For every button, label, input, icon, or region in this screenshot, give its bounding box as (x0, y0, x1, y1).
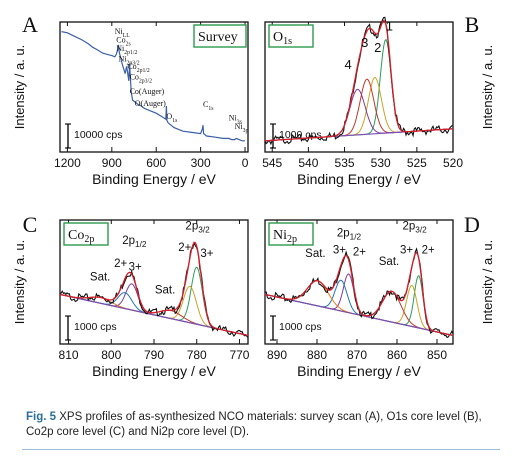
peak-label: 3+ (333, 244, 346, 256)
survey-spectrum (61, 31, 245, 142)
y-axis-label: Intensity / a. u. (12, 240, 27, 325)
x-tick-label: 780 (187, 348, 207, 362)
x-tick-label: 540 (298, 156, 318, 170)
panel-letter: D (464, 212, 480, 237)
plot-frame (264, 21, 454, 153)
peak-label: 3+ (400, 244, 413, 256)
x-tick-label: 525 (407, 156, 427, 170)
x-tick-label: 535 (335, 156, 355, 170)
peak-annotation: Ni2p3/2 (118, 55, 139, 67)
peak-annotation: O1s (166, 112, 178, 124)
panel-letter: A (22, 12, 38, 37)
panel-letter: B (465, 12, 480, 37)
panel-c-co2p: 810 800 790 780 770 Binding Energy / eV Intens… (12, 212, 250, 379)
peak-annotation: Ni2p1/2 (116, 44, 137, 56)
peak-label: Sat. (379, 256, 399, 268)
panel-a-survey: 1200 900 600 300 0 Binding Energy / eV Intensi… (12, 12, 249, 187)
peak-label: Sat. (305, 248, 325, 260)
caption-label: Fig. 5 (26, 411, 57, 423)
peak-label: 3 (361, 35, 368, 50)
peak-annotation: Co2s (116, 35, 131, 47)
peak-label: 3+ (200, 248, 213, 260)
plot-frame (59, 21, 249, 153)
title-box (63, 222, 109, 246)
baseline (264, 293, 454, 337)
caption-rule (22, 449, 500, 450)
peak-label: 2p1/2 (337, 227, 362, 241)
x-tick-label: 520 (443, 156, 463, 170)
x-tick-label: 870 (347, 348, 367, 362)
x-tick-label: 1200 (54, 156, 81, 170)
panel-title: Ni2p (273, 228, 297, 245)
peak-annotation: Ni3p (235, 122, 249, 134)
x-tick-label: 860 (387, 348, 407, 362)
peak-annotation: C1s (203, 100, 214, 112)
panel-title: O1s (273, 30, 292, 47)
x-tick-label: 790 (144, 348, 164, 362)
x-tick-label: 0 (242, 156, 249, 170)
figure-caption: Fig. 5 XPS profiles of as-synthesized NC… (26, 410, 496, 440)
peak-label: Sat. (155, 284, 175, 296)
x-tick-label: 880 (307, 348, 327, 362)
x-tick-label: 545 (262, 156, 282, 170)
scale-label: 1000 cps (279, 321, 322, 333)
panel-letter: C (23, 212, 38, 237)
y-axis-label: Intensity / a. u. (480, 240, 495, 325)
x-axis-label: Binding Energy / eV (92, 171, 216, 187)
fit-envelope (264, 19, 454, 142)
x-axis-label: Binding Energy / eV (92, 363, 216, 379)
peak-label: 2+ (422, 244, 435, 256)
peak-label: 1 (386, 18, 393, 33)
peak-label: 4 (345, 57, 352, 72)
peak-label: 2+ (114, 258, 127, 270)
raw-spectrum (59, 241, 249, 338)
x-tick-label: 770 (229, 348, 249, 362)
xps-figure: 1200 900 600 300 0 Binding Energy / eV Intensi… (12, 12, 495, 379)
title-box (268, 24, 314, 48)
peak-label: Sat. (90, 272, 110, 284)
fit-envelope (264, 251, 454, 337)
peak-annotation: Co2p3/2 (130, 73, 153, 85)
peak-label: 2+ (178, 242, 191, 254)
peak-label: 2p3/2 (402, 220, 427, 234)
peak-label: 2p3/2 (185, 220, 210, 234)
scale-label: 1000 cps (74, 321, 117, 333)
peak-annotation: Co2p1/2 (127, 62, 150, 74)
y-axis-label: Intensity / a. u. (480, 45, 495, 130)
x-tick-label: 530 (371, 156, 391, 170)
fit-envelope (59, 241, 249, 337)
x-tick-label: 900 (102, 156, 122, 170)
peak-annotation: NiLL (115, 27, 131, 39)
caption-text: XPS profiles of as-synthesized NCO mater… (26, 411, 482, 438)
panel-title: Survey (198, 30, 238, 45)
peak-annotation: Ni3s (229, 113, 243, 125)
x-tick-label: 810 (59, 348, 79, 362)
peak-annotation: Co(Auger) (130, 87, 165, 96)
title-box (193, 24, 247, 48)
title-box (268, 222, 314, 246)
x-tick-label: 890 (267, 348, 287, 362)
peak-label: 3+ (129, 261, 142, 273)
peak-label: 2p1/2 (122, 235, 147, 249)
peak-annotation: O(Auger) (135, 99, 166, 108)
x-tick-label: 850 (427, 348, 447, 362)
x-tick-label: 800 (101, 348, 121, 362)
x-tick-label: 300 (191, 156, 211, 170)
y-axis-label: Intensity / a. u. (12, 45, 27, 130)
peak-label: 2 (374, 40, 381, 55)
x-axis-label: Binding Energy / eV (297, 171, 421, 187)
panel-b-o1s: 545 540 535 530 525 520 Binding Energy / eV Int… (262, 12, 495, 187)
peak-label: 2+ (353, 247, 366, 259)
panel-d-ni2p: 890 880 870 860 850 Binding Energy / eV Intens… (264, 212, 495, 379)
plot-frame (264, 219, 454, 345)
scale-label: 10000 cps (74, 129, 122, 141)
x-tick-label: 600 (146, 156, 166, 170)
x-axis-label: Binding Energy / eV (297, 363, 421, 379)
panel-title: Co2p (68, 228, 94, 245)
